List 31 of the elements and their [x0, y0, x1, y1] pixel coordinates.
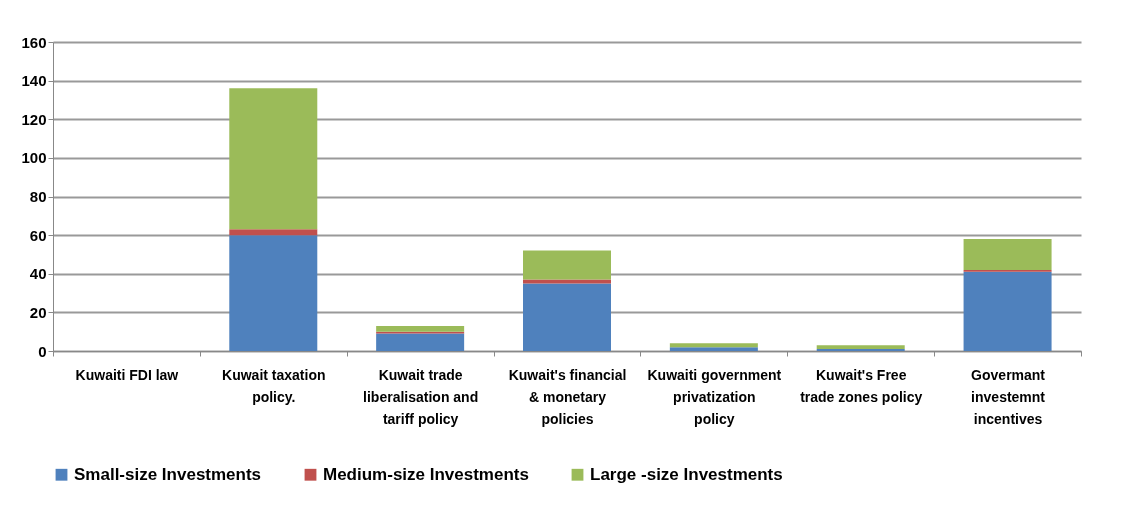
legend-label: Medium-size Investments [323, 464, 529, 484]
bar [229, 235, 318, 351]
bar [669, 343, 758, 348]
x-tick-label: Kuwait's financial & monetary policies [508, 366, 627, 427]
y-tick-label: 0 [38, 342, 47, 360]
bar [963, 271, 1052, 351]
bar [376, 333, 465, 351]
bar [229, 229, 318, 236]
x-tick-label: Kuwaiti FDI law [75, 366, 179, 383]
x-tick-label: Govermant investemnt incentives [971, 366, 1046, 427]
bar [523, 250, 611, 280]
x-tick-label: Kuwaiti government privatization policy [647, 366, 782, 427]
legend-label: Large -size Investments [590, 464, 783, 484]
legend-label: Small-size Investments [74, 464, 262, 484]
bar [376, 325, 465, 332]
bar [523, 283, 611, 351]
x-tick-label: Kuwait trade liberalisation and tariff policy [363, 366, 479, 427]
y-tick-label: 20 [29, 303, 47, 321]
bar [963, 238, 1052, 270]
y-tick-label: 40 [29, 265, 47, 283]
bar [669, 347, 758, 351]
bar [229, 88, 318, 230]
x-tick-label: Kuwait taxation policy. [222, 366, 326, 405]
y-tick-label: 140 [21, 72, 47, 90]
y-tick-label: 60 [29, 226, 47, 244]
y-tick-label: 100 [21, 149, 47, 167]
y-tick-label: 160 [21, 33, 47, 51]
x-tick-label: Kuwait's Free trade zones policy [800, 366, 923, 405]
y-tick-label: 120 [21, 110, 47, 128]
bar [816, 345, 905, 350]
y-tick-label: 80 [29, 188, 47, 205]
